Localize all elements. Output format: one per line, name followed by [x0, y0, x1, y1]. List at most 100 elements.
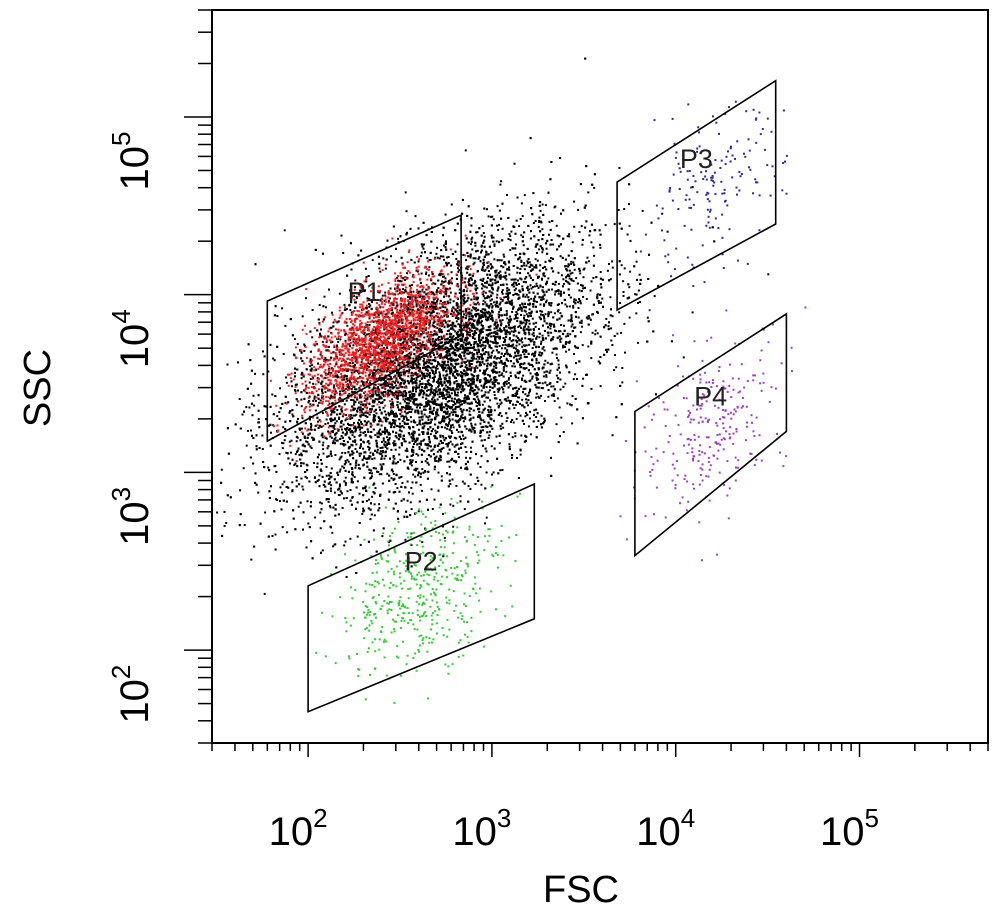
event-dot	[540, 296, 543, 299]
event-dot	[470, 373, 473, 376]
event-dot	[465, 427, 468, 430]
event-dot	[330, 467, 333, 470]
event-dot	[324, 372, 327, 375]
event-dot	[611, 315, 614, 318]
event-dot	[333, 384, 336, 387]
event-dot	[543, 419, 546, 422]
event-dot	[279, 486, 282, 489]
event-dot	[353, 301, 356, 304]
event-dot	[505, 380, 508, 383]
event-dot	[682, 356, 685, 359]
event-dot	[393, 392, 396, 395]
event-dot	[435, 387, 438, 390]
event-dot	[456, 399, 458, 402]
event-dot	[556, 397, 559, 400]
event-dot	[404, 290, 407, 293]
event-dot	[505, 296, 507, 298]
event-dot	[445, 443, 448, 446]
event-dot	[503, 398, 506, 401]
event-dot	[471, 326, 474, 329]
event-dot	[536, 300, 538, 303]
event-dot	[449, 440, 452, 443]
event-dot	[525, 313, 528, 316]
event-dot	[478, 498, 481, 501]
event-dot	[396, 387, 399, 390]
event-dot	[560, 337, 563, 340]
event-dot	[294, 453, 297, 456]
event-dot	[356, 377, 359, 380]
event-dot	[355, 297, 358, 300]
event-dot	[475, 340, 478, 343]
event-dot	[528, 261, 531, 264]
event-dot	[325, 474, 328, 477]
event-dot	[531, 317, 534, 320]
event-dot	[628, 316, 631, 319]
event-dot	[487, 310, 490, 313]
event-dot	[508, 443, 511, 446]
event-dot	[340, 421, 343, 424]
event-dot	[356, 535, 359, 538]
event-dot	[378, 337, 381, 340]
event-dot	[599, 271, 602, 273]
event-dot	[525, 356, 528, 358]
event-dot	[539, 264, 542, 267]
event-dot	[295, 479, 298, 482]
event-dot	[391, 401, 394, 404]
event-dot	[556, 290, 559, 292]
event-dot	[653, 295, 656, 298]
event-dot	[436, 393, 439, 396]
event-dot	[493, 384, 496, 386]
event-dot	[352, 407, 355, 410]
event-dot	[511, 310, 514, 313]
event-dot	[479, 353, 482, 356]
event-dot	[423, 438, 426, 441]
event-dot	[449, 301, 452, 304]
event-dot	[444, 310, 447, 313]
event-dot	[314, 516, 317, 519]
event-dot	[455, 405, 457, 408]
event-dot	[468, 282, 471, 285]
event-dot	[334, 422, 337, 425]
event-dot	[458, 425, 461, 428]
event-dot	[525, 344, 528, 347]
event-dot	[464, 372, 467, 375]
event-dot	[527, 394, 530, 397]
event-dot	[498, 259, 501, 262]
event-dot	[493, 394, 496, 396]
event-dot	[452, 300, 455, 303]
event-dot	[381, 294, 384, 297]
event-dot	[470, 422, 473, 425]
event-dot	[448, 421, 450, 424]
event-dot	[567, 273, 570, 276]
event-dot	[349, 537, 352, 540]
event-dot	[635, 293, 638, 296]
event-dot	[295, 404, 298, 407]
event-dot	[568, 269, 571, 272]
event-dot	[470, 424, 473, 427]
event-dot	[470, 312, 473, 315]
event-dot	[497, 286, 500, 289]
event-dot	[601, 297, 604, 300]
event-dot	[545, 301, 547, 304]
event-dot	[372, 483, 375, 486]
event-dot	[324, 357, 327, 359]
event-dot	[622, 294, 625, 297]
event-dot	[320, 388, 323, 391]
event-dot	[618, 166, 621, 169]
event-dot	[288, 411, 291, 414]
event-dot	[216, 511, 219, 514]
event-dot	[469, 334, 471, 336]
event-dot	[555, 353, 558, 356]
event-dot	[473, 380, 475, 383]
event-dot	[482, 408, 485, 411]
event-dot	[406, 499, 409, 502]
event-dot	[380, 397, 383, 400]
event-dot	[432, 351, 435, 354]
event-dot	[562, 282, 565, 285]
event-dot	[399, 458, 402, 461]
event-dot	[412, 388, 415, 391]
event-dot	[611, 434, 614, 437]
event-dot	[331, 531, 334, 534]
event-dot	[358, 452, 361, 455]
event-dot	[507, 399, 510, 402]
